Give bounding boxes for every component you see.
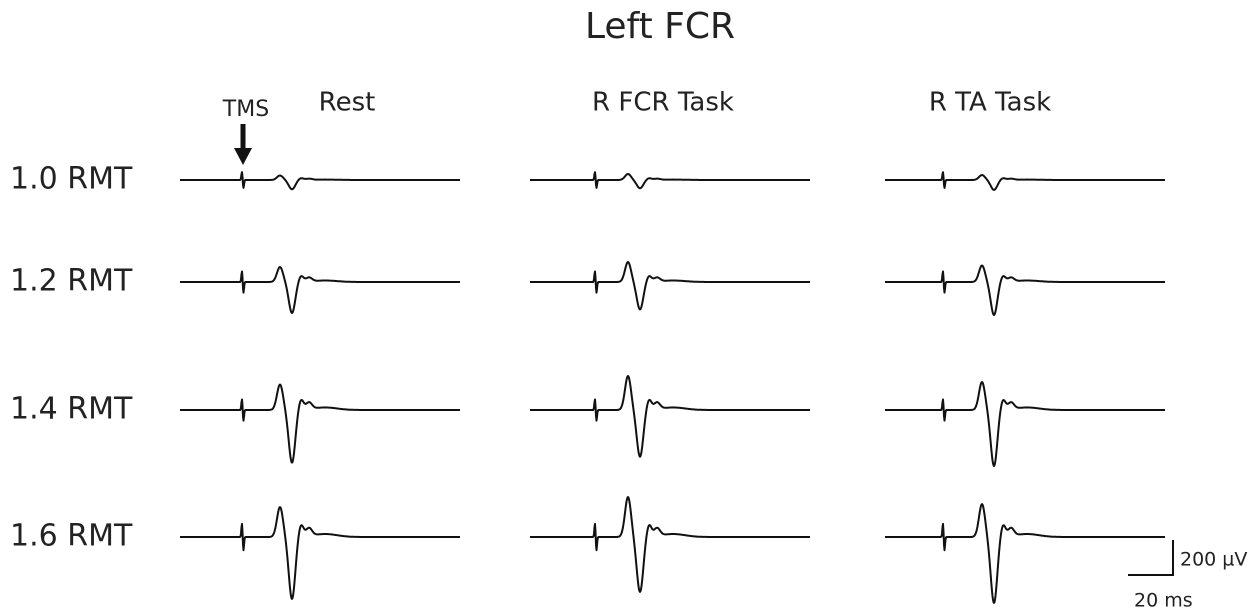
column-label: R FCR Task bbox=[592, 88, 734, 118]
emg-trace bbox=[529, 261, 811, 311]
emg-trace bbox=[529, 171, 811, 190]
scale-bar-horizontal-label: 20 ms bbox=[1134, 590, 1193, 612]
tms-label: TMS bbox=[222, 97, 269, 122]
emg-trace bbox=[179, 383, 461, 464]
row-label: 1.2 RMT bbox=[10, 264, 133, 299]
tms-arrow-head bbox=[234, 148, 252, 165]
emg-trace bbox=[884, 171, 1166, 191]
emg-trace bbox=[529, 496, 811, 593]
emg-trace bbox=[179, 171, 461, 191]
row-label: 1.0 RMT bbox=[10, 162, 133, 197]
emg-trace bbox=[884, 381, 1166, 467]
row-label: 1.6 RMT bbox=[10, 519, 133, 554]
emg-trace bbox=[179, 266, 461, 314]
figure-title: Left FCR bbox=[585, 6, 735, 47]
row-label: 1.4 RMT bbox=[10, 392, 133, 427]
emg-trace bbox=[884, 503, 1166, 604]
column-label: Rest bbox=[319, 88, 376, 118]
column-label: R TA Task bbox=[929, 88, 1051, 118]
emg-trace bbox=[179, 506, 461, 600]
emg-trace bbox=[529, 375, 811, 458]
scale-bar-vertical-label: 200 µV bbox=[1180, 549, 1247, 571]
emg-trace bbox=[884, 264, 1166, 316]
